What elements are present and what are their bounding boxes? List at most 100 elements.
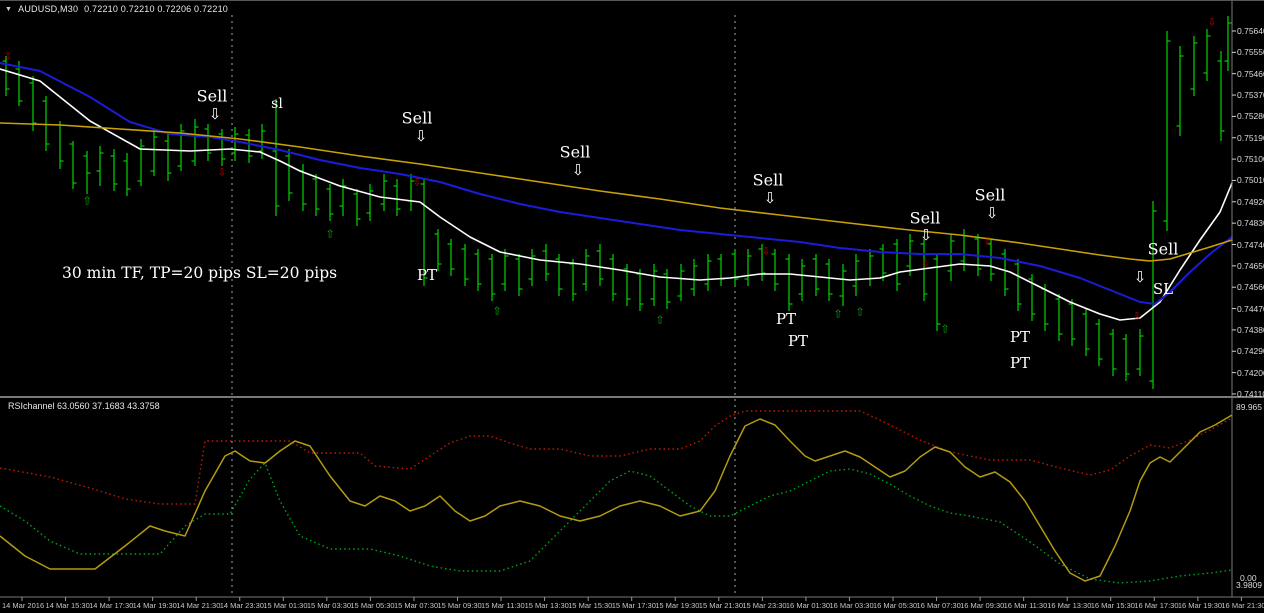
- rsi-main-line: [0, 414, 1233, 582]
- sell-arrow-icon: ⇩: [571, 161, 585, 179]
- sell-arrow-icon: ⇩: [985, 204, 999, 222]
- time-axis-label: 14 Mar 21:30: [176, 601, 221, 610]
- entry-arrow-icon: ⇩: [3, 51, 13, 63]
- chart-title[interactable]: ▼ AUDUSD,M30 0.72210 0.72210 0.72206 0.7…: [5, 4, 228, 14]
- time-axis-label: 15 Mar 13:30: [524, 601, 569, 610]
- time-axis-label: 15 Mar 23:30: [742, 601, 787, 610]
- time-axis-label: 15 Mar 05:30: [350, 601, 395, 610]
- profit-target-label: PT: [1009, 354, 1031, 372]
- time-axis-label: 14 Mar 15:30: [45, 601, 90, 610]
- time-axis-label: 16 Mar 21:30: [1221, 601, 1264, 610]
- time-axis-label: 16 Mar 03:30: [829, 601, 874, 610]
- up-arrow-icon: ⇧: [655, 313, 665, 327]
- up-arrow-icon: ⇧: [325, 227, 335, 241]
- sell-arrow-icon: ⇩: [414, 127, 428, 145]
- time-axis-label: 16 Mar 01:30: [785, 601, 831, 610]
- up-arrow-icon: ⇧: [940, 322, 950, 336]
- sell-label: Sell: [909, 208, 941, 228]
- time-axis-label: 15 Mar 17:30: [611, 601, 656, 610]
- indicator-axis-label: 0.00: [1240, 573, 1257, 583]
- time-axis-label: 15 Mar 21:30: [698, 601, 743, 610]
- rsi-upper-channel-line: [0, 410, 1233, 505]
- sell-arrow-icon: ⇩: [763, 189, 777, 207]
- ohlc-quotes-label: 0.72210 0.72210 0.72206 0.72210: [84, 4, 228, 14]
- entry-arrow-icon: ⇩: [412, 177, 422, 189]
- entry-arrow-icon: ⇩: [983, 236, 993, 248]
- time-axis-label: 15 Mar 03:30: [306, 601, 352, 610]
- entry-arrow-icon: ⇩: [217, 167, 227, 179]
- stop-loss-label: SL: [1152, 280, 1174, 298]
- time-axis-label: 14 Mar 23:30: [219, 601, 264, 610]
- time-axis-label: 16 Mar 17:30: [1134, 601, 1179, 610]
- time-axis-label: 16 Mar 07:30: [916, 601, 961, 610]
- entry-arrow-icon: ⇩: [920, 258, 930, 270]
- sell-label: Sell: [559, 142, 591, 162]
- sell-label: Sell: [752, 170, 784, 190]
- time-axis-label: 14 Mar 17:30: [89, 601, 134, 610]
- entry-arrow-icon: ⇩: [1207, 17, 1217, 29]
- price-axis-label: 0.74110: [1237, 388, 1264, 399]
- sell-label: Sell: [196, 86, 228, 106]
- slow-ma-gold-line: [0, 122, 1233, 262]
- time-axis-label: 15 Mar 15:30: [568, 601, 613, 610]
- time-axis-label: 14 Mar 19:30: [132, 601, 177, 610]
- up-arrow-icon: ⇧: [82, 194, 92, 208]
- fast-ma-white-line: [0, 68, 1233, 321]
- symbol-timeframe-label: AUDUSD,M30: [18, 4, 79, 14]
- sell-arrow-icon: ⇩: [208, 105, 222, 123]
- up-arrow-icon: ⇧: [833, 307, 843, 321]
- time-axis-label: 14 Mar 2016: [2, 601, 45, 610]
- profit-target-label: PT: [775, 310, 797, 328]
- sell-label: Sell: [1147, 239, 1179, 259]
- time-axis-label: 15 Mar 07:30: [393, 601, 439, 610]
- time-axis-label: 16 Mar 13:30: [1047, 601, 1092, 610]
- ohlc-bars: [2, 16, 1232, 389]
- mid-ma-blue-line: [0, 62, 1233, 305]
- time-axis-label: 16 Mar 09:30: [960, 601, 1005, 610]
- stop-loss-small-label: sl: [271, 96, 283, 112]
- time-axis-label: 15 Mar 09:30: [437, 601, 482, 610]
- strategy-note-label: 30 min TF, TP=20 pips SL=20 pips: [62, 264, 338, 282]
- time-axis-label: 16 Mar 05:30: [873, 601, 918, 610]
- time-axis-label: 15 Mar 01:30: [263, 601, 308, 610]
- up-arrow-icon: ⇧: [492, 304, 502, 318]
- indicator-axis-label: 89.965: [1236, 402, 1262, 412]
- sell-arrow-icon: ⇩: [919, 226, 933, 244]
- time-axis-label: 16 Mar 15:30: [1090, 601, 1135, 610]
- time-axis-label: 15 Mar 19:30: [655, 601, 700, 610]
- chart-dropdown-icon[interactable]: ▼: [5, 5, 13, 13]
- profit-target-label: PT: [787, 332, 809, 350]
- time-axis-label: 15 Mar 11:30: [481, 601, 525, 610]
- rsi-lower-channel-line: [0, 462, 1233, 584]
- entry-arrow-icon: ⇩: [761, 246, 771, 258]
- entry-arrow-icon: ⇩: [1132, 311, 1142, 323]
- up-arrow-icon: ⇧: [855, 305, 865, 319]
- indicator-axis-label: 3.9809: [1236, 580, 1262, 590]
- sell-arrow-icon: ⇩: [1133, 268, 1147, 286]
- sell-label: Sell: [401, 108, 433, 128]
- profit-target-label: PT: [1009, 328, 1031, 346]
- time-axis-label: 16 Mar 11:30: [1003, 601, 1048, 610]
- sell-label: Sell: [974, 185, 1006, 205]
- time-axis-label: 16 Mar 19:30: [1177, 601, 1223, 610]
- profit-target-label: PT: [416, 266, 438, 284]
